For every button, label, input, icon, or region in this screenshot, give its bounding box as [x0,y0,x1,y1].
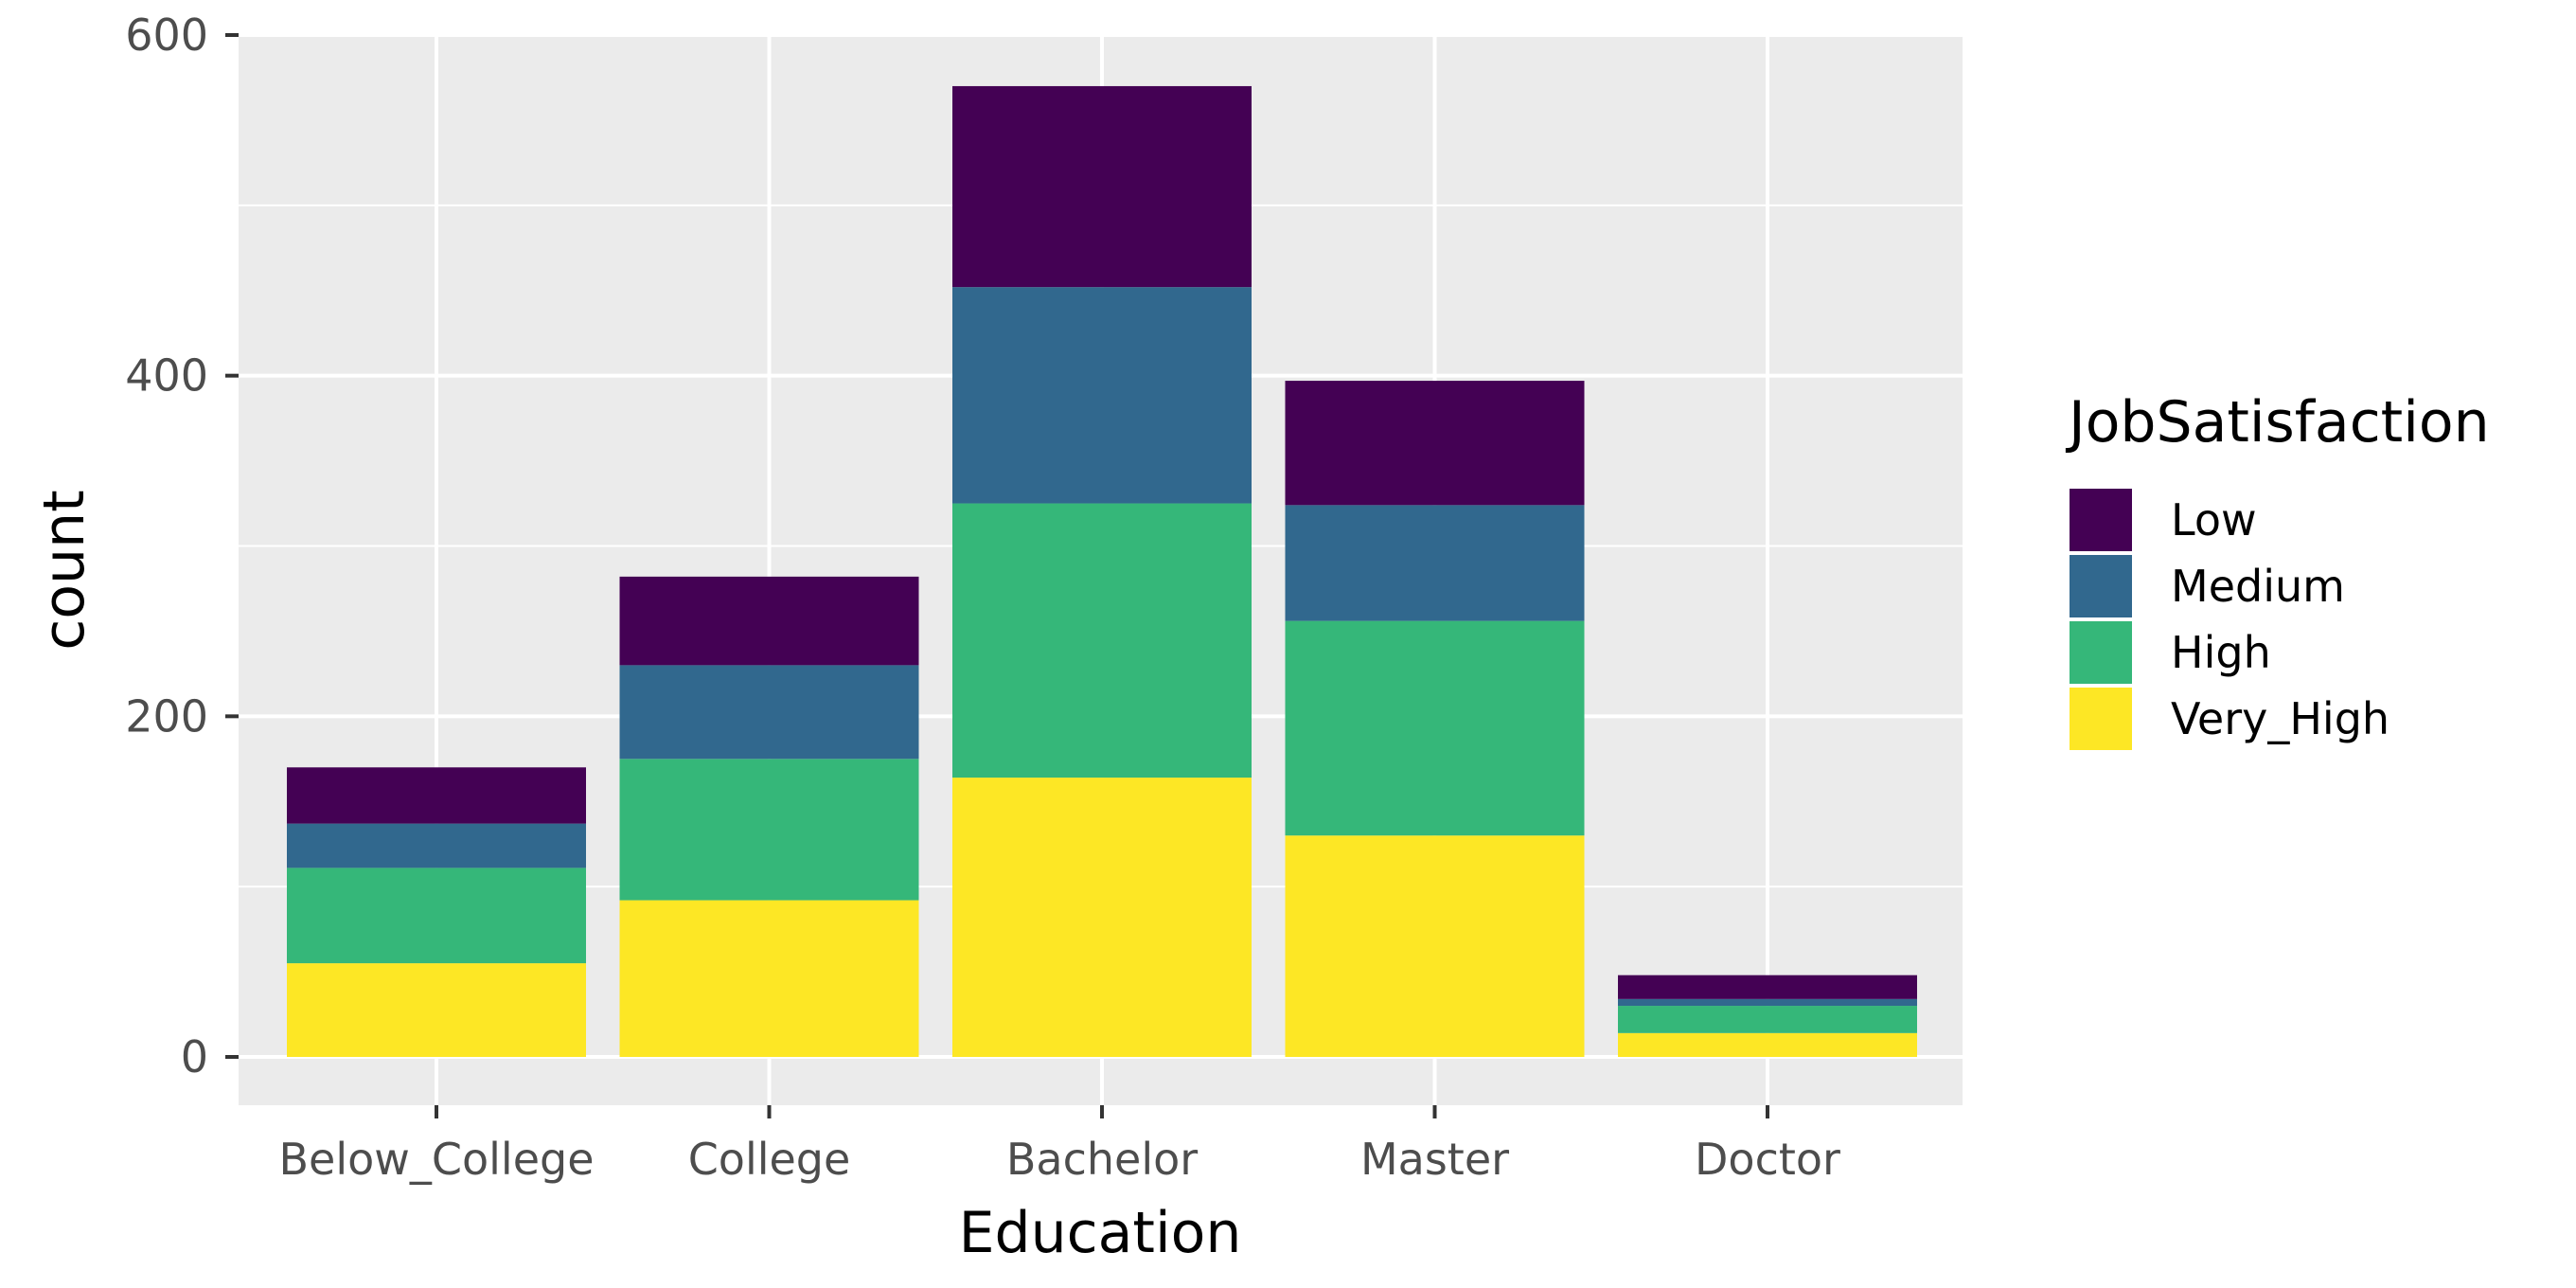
x-tick-label: Master [1360,1134,1509,1185]
bar-segment-high [1285,620,1585,836]
legend-title: JobSatisfaction [2065,389,2490,456]
bar-segment-high [287,868,586,964]
bar-segment-medium [1618,998,1917,1007]
bar-segment-low [1618,975,1917,999]
bar-segment-medium [619,665,919,760]
x-tick-label: College [688,1134,851,1185]
bar-segment-low [952,85,1252,288]
bar-segment-medium [287,823,586,868]
legend-label: Medium [2171,561,2345,612]
bar-segment-medium [1285,505,1585,621]
legend-label: Very_High [2171,693,2389,744]
y-tick-label: 200 [125,690,208,742]
y-tick-label: 400 [125,350,208,402]
y-tick-label: 0 [181,1031,208,1082]
legend-label: High [2171,627,2271,678]
bar-segment-high [619,759,919,901]
x-tick-label: Bachelor [1006,1134,1198,1185]
legend: JobSatisfaction Low Medium High Very_High [2065,389,2490,750]
x-axis-title: Education [959,1200,1242,1266]
legend-key-high [2070,621,2132,684]
y-tick-label: 600 [125,9,208,61]
x-axis: Below_College College Bachelor Master Doctor [278,1105,1840,1185]
bars [287,85,1917,1057]
bar-segment-high [952,503,1252,778]
legend-key-very-high [2070,688,2132,750]
y-axis: 0 200 400 600 [125,9,239,1082]
bar-segment-very-high [1285,835,1585,1057]
legend-label: Low [2171,494,2257,546]
bar-segment-very-high [1618,1032,1917,1057]
y-axis-title: count [31,490,98,650]
x-tick-label: Doctor [1695,1134,1840,1185]
bar-segment-low [619,576,919,666]
bar-segment-low [1285,381,1585,506]
legend-key-low [2070,489,2132,551]
bar-segment-low [287,767,586,824]
bar-segment-very-high [952,778,1252,1057]
bar-segment-medium [952,287,1252,504]
bar-segment-very-high [287,963,586,1057]
legend-key-medium [2070,555,2132,617]
x-tick-label: Below_College [278,1134,594,1185]
bar-segment-very-high [619,900,919,1057]
bar-segment-high [1618,1006,1917,1033]
